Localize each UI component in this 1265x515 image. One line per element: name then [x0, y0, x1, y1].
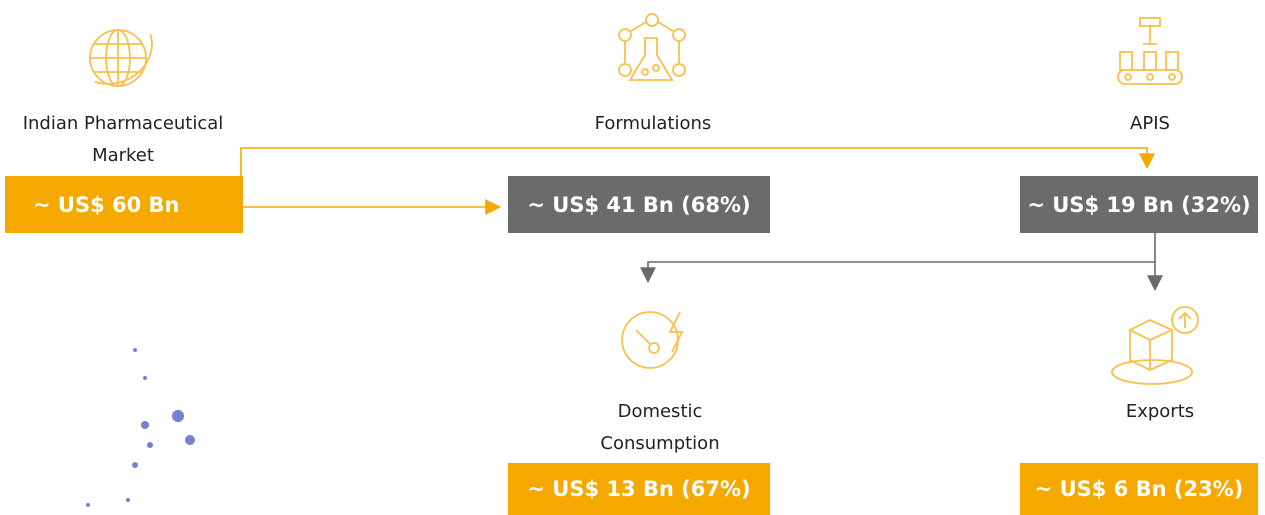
- node-label: Domestic Consumption: [600, 401, 720, 454]
- arrows: [240, 147, 1163, 292]
- arrow: [240, 147, 1155, 176]
- node-label: Exports: [1125, 401, 1195, 422]
- factory-icon: [1117, 17, 1183, 85]
- node-label: Formulations: [594, 113, 712, 134]
- node-value: ~ US$ 13 Bn (67%): [508, 463, 770, 515]
- node-value: ~ US$ 60 Bn: [5, 176, 243, 233]
- box-icon: [1111, 306, 1199, 385]
- flask-icon: [618, 13, 686, 81]
- decorative-dots: [86, 348, 195, 507]
- node-label: Indian Pharmaceutical Market: [22, 113, 224, 166]
- gauge-icon: [621, 311, 684, 369]
- globe-icon: [89, 29, 153, 87]
- arrow: [640, 233, 1156, 284]
- node-label: APIS: [1130, 113, 1170, 134]
- node-value: ~ US$ 6 Bn (23%): [1020, 463, 1258, 515]
- icons: [89, 13, 1199, 385]
- node-value: ~ US$ 19 Bn (32%): [1020, 176, 1258, 233]
- node-value: ~ US$ 41 Bn (68%): [508, 176, 770, 233]
